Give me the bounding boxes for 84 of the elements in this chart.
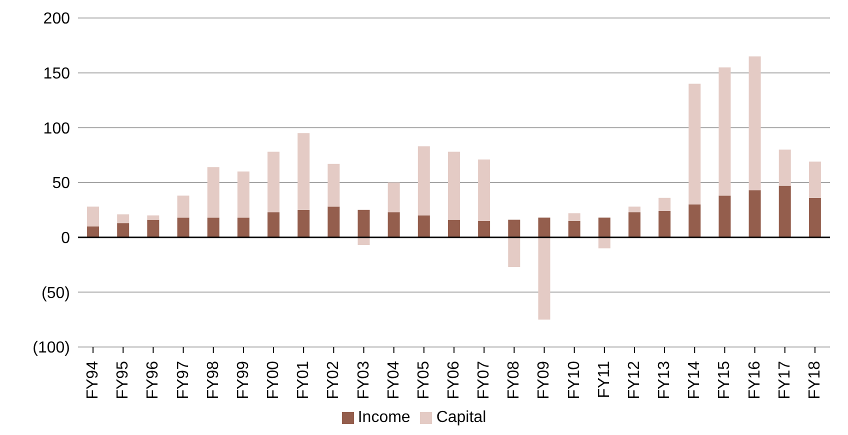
x-tick-label: FY09 (536, 360, 553, 400)
bar (177, 218, 190, 238)
bar (658, 211, 671, 238)
y-tick-label: (50) (42, 284, 70, 302)
bar (808, 162, 821, 198)
x-tick-label: FY97 (174, 360, 192, 400)
y-tick-label: 200 (43, 10, 70, 28)
bar (147, 215, 160, 220)
bar (538, 218, 550, 238)
bar (628, 206, 640, 212)
x-tick-label: FY18 (806, 360, 824, 400)
bar (598, 237, 610, 248)
bar (778, 186, 791, 238)
bar (688, 204, 701, 238)
bar (87, 206, 100, 226)
x-tick-label: FY05 (415, 360, 432, 400)
x-tick-label: FY96 (144, 360, 162, 400)
bar (568, 213, 580, 221)
bar (538, 237, 550, 320)
bar (448, 152, 460, 220)
x-tick-label: FY16 (746, 360, 764, 400)
bar (448, 220, 460, 238)
x-tick-label: FY06 (446, 360, 462, 400)
x-tick-label: FY15 (716, 360, 734, 400)
bar (87, 226, 100, 238)
bar (808, 198, 821, 238)
bar (478, 159, 490, 221)
bar (778, 150, 791, 186)
bar (508, 220, 520, 238)
y-tick-label: 50 (52, 175, 70, 192)
bar (388, 182, 400, 212)
bar (478, 220, 490, 238)
bar (508, 237, 520, 267)
bar (298, 133, 310, 210)
bar (207, 218, 220, 238)
bar (598, 218, 610, 238)
bar (718, 67, 731, 196)
bar (117, 223, 130, 238)
x-tick-label: FY94 (84, 360, 102, 400)
y-tick-label: 0 (61, 230, 70, 248)
bar (237, 218, 250, 238)
y-tick-label: (100) (32, 340, 70, 357)
bar (177, 196, 190, 218)
x-tick-label: FY00 (265, 360, 282, 400)
x-tick-label: FY12 (626, 360, 643, 400)
bar (658, 198, 671, 212)
bar (358, 237, 370, 246)
x-tick-label: FY07 (476, 360, 493, 400)
bar (328, 206, 340, 238)
x-tick-label: FY01 (295, 360, 312, 400)
bar (718, 196, 731, 238)
bar (117, 214, 130, 224)
x-tick-label: FY10 (566, 360, 583, 400)
x-tick-label: FY08 (506, 360, 523, 400)
legend-label: Capital (436, 409, 486, 426)
x-tick-label: FY13 (656, 360, 674, 400)
x-tick-label: FY04 (385, 360, 402, 400)
x-tick-label: FY99 (234, 360, 252, 400)
x-tick-label: FY02 (325, 360, 342, 400)
x-tick-label: FY11 (596, 360, 613, 398)
bar (147, 220, 160, 238)
bar (268, 212, 280, 238)
y-tick-label: 100 (43, 120, 70, 138)
bar (237, 172, 250, 218)
x-tick-label: FY03 (355, 360, 372, 400)
bar (358, 210, 370, 238)
bar (628, 212, 640, 238)
legend-label: Income (358, 409, 410, 426)
bar (568, 220, 580, 238)
bar (207, 167, 220, 218)
bar (418, 215, 430, 238)
x-tick-label: FY17 (776, 360, 794, 400)
y-tick-label: 150 (43, 66, 70, 83)
bar (388, 212, 400, 238)
x-tick-label: FY98 (204, 360, 222, 400)
x-tick-label: FY95 (114, 360, 132, 400)
bar (418, 146, 430, 216)
bar (748, 190, 761, 238)
bar (688, 84, 701, 204)
bar (748, 56, 761, 190)
bar (298, 210, 310, 238)
bar (268, 152, 280, 212)
bar (328, 164, 340, 207)
x-tick-label: FY14 (686, 360, 704, 400)
